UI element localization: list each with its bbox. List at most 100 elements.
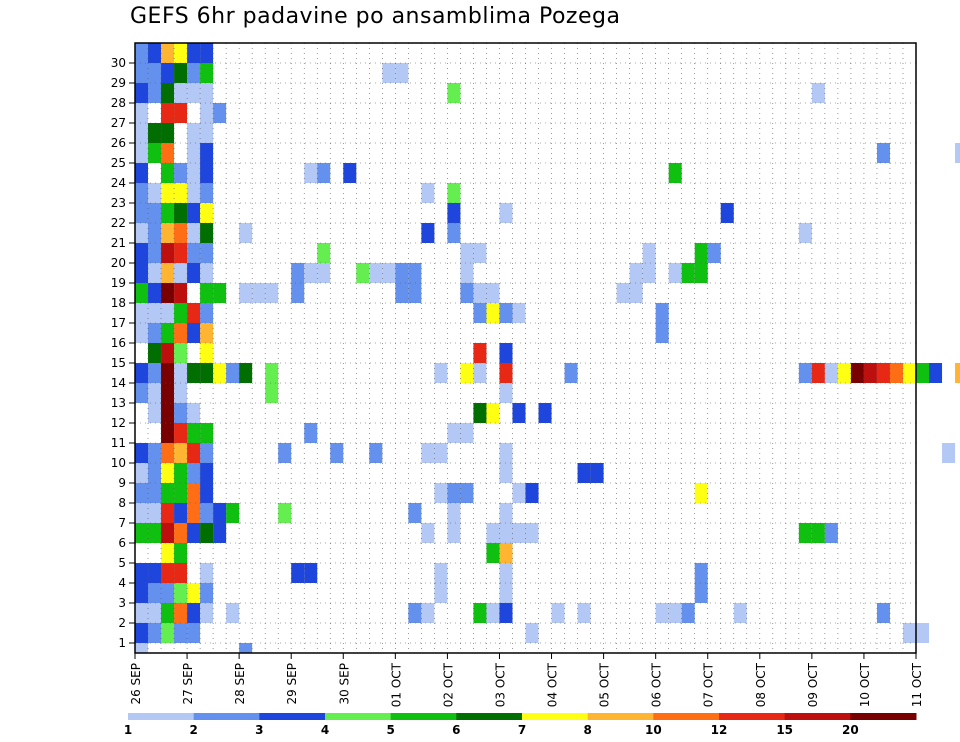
heat-cell <box>499 523 513 543</box>
heat-cell <box>174 443 188 463</box>
heat-cell <box>200 223 214 243</box>
heat-cell <box>265 283 279 303</box>
heat-cell <box>200 203 214 223</box>
heat-cell <box>161 223 175 243</box>
heat-cell <box>148 443 162 463</box>
y-tick-label: 15 <box>111 356 126 370</box>
heat-cell <box>135 483 149 503</box>
heat-cell <box>187 243 201 263</box>
heat-cell <box>161 383 175 403</box>
heat-cell <box>187 583 201 603</box>
legend-swatch <box>522 713 589 720</box>
heat-cell <box>200 143 214 163</box>
heat-cell <box>174 243 188 263</box>
heat-cell <box>291 263 305 283</box>
heat-cell <box>187 83 201 103</box>
heat-cell <box>447 423 461 443</box>
heat-cell <box>161 583 175 603</box>
heat-cell <box>499 303 513 323</box>
heat-cell <box>161 543 175 563</box>
heat-cell <box>239 643 253 653</box>
heat-cell <box>161 163 175 183</box>
legend-swatch <box>587 713 654 720</box>
heat-cell <box>330 443 344 463</box>
heat-cell <box>850 363 864 383</box>
heat-cell <box>694 563 708 583</box>
x-tick-label: 26 SEP <box>129 663 143 705</box>
heat-cell <box>200 603 214 623</box>
x-tick-label: 29 SEP <box>285 663 299 705</box>
heat-cell <box>278 443 292 463</box>
heat-cell <box>421 223 435 243</box>
y-tick-label: 8 <box>118 496 126 510</box>
heat-cell <box>239 223 253 243</box>
heat-cell <box>577 463 591 483</box>
heat-cell <box>200 303 214 323</box>
heat-cell <box>174 303 188 323</box>
heat-cell <box>135 243 149 263</box>
heat-cell <box>174 163 188 183</box>
heat-cell <box>876 143 890 163</box>
heat-cell <box>174 203 188 223</box>
heat-cell <box>187 483 201 503</box>
heat-cell <box>174 103 188 123</box>
heat-cell <box>395 263 409 283</box>
heat-cell <box>174 563 188 583</box>
legend-label: 10 <box>645 723 662 737</box>
heat-cell <box>135 603 149 623</box>
heat-cell <box>512 403 526 423</box>
heat-cell <box>174 463 188 483</box>
heat-cell <box>148 383 162 403</box>
heat-cell <box>447 223 461 243</box>
heat-cell <box>473 603 487 623</box>
y-tick-label: 25 <box>111 156 126 170</box>
heat-cell <box>369 443 383 463</box>
heat-cell <box>187 63 201 83</box>
heat-cell <box>694 243 708 263</box>
heat-cell <box>161 403 175 423</box>
heat-cell <box>668 163 682 183</box>
heat-cell <box>213 283 227 303</box>
heat-cell <box>902 363 916 383</box>
heat-cell <box>226 603 240 623</box>
heat-cell <box>135 523 149 543</box>
heat-cell <box>473 303 487 323</box>
heat-cell <box>642 243 656 263</box>
legend-swatch <box>193 713 260 720</box>
heat-cell <box>161 283 175 303</box>
heat-cell <box>187 203 201 223</box>
x-tick-label: 03 OCT <box>493 662 507 707</box>
x-tick-label: 30 SEP <box>337 663 351 705</box>
x-tick-label: 01 OCT <box>389 662 403 707</box>
legend-label: 4 <box>321 723 329 737</box>
y-tick-label: 4 <box>118 576 126 590</box>
heat-cell <box>174 183 188 203</box>
heat-cell <box>148 83 162 103</box>
heat-cell <box>135 123 149 143</box>
color-legend: 1 2 3 4 5 6 7 8 10 12 15 20 <box>124 713 917 737</box>
heat-cell <box>161 123 175 143</box>
heat-cell <box>655 323 669 343</box>
heat-cell <box>187 623 201 643</box>
legend-swatch <box>390 713 457 720</box>
heat-cell <box>317 163 331 183</box>
heat-cell <box>460 363 474 383</box>
legend-swatch <box>653 713 720 720</box>
heat-cell <box>200 423 214 443</box>
heat-cell <box>824 523 838 543</box>
heat-cell <box>902 623 916 643</box>
y-tick-label: 22 <box>111 216 126 230</box>
heat-cell <box>148 363 162 383</box>
y-tick-label: 7 <box>118 516 126 530</box>
y-tick-label: 27 <box>111 116 126 130</box>
heat-cell <box>382 263 396 283</box>
heat-cell <box>473 343 487 363</box>
heat-cell <box>135 503 149 523</box>
heat-cell <box>694 483 708 503</box>
heat-cell <box>278 503 292 523</box>
heat-cell <box>174 383 188 403</box>
heat-cell <box>135 303 149 323</box>
heat-cell <box>200 363 214 383</box>
heat-cell <box>161 483 175 503</box>
heat-cell <box>408 603 422 623</box>
